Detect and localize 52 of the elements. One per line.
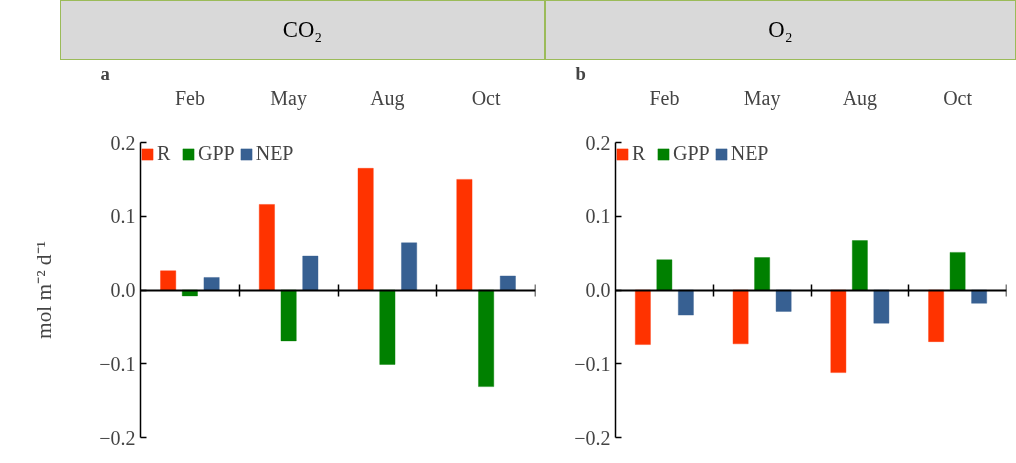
bar bbox=[971, 289, 988, 304]
y-tick-label: −0.1 bbox=[574, 352, 611, 375]
y-tick-label: −0.1 bbox=[99, 352, 136, 375]
bar bbox=[400, 242, 418, 291]
bar bbox=[160, 270, 177, 291]
bar bbox=[851, 240, 868, 291]
x-tick-label: Oct bbox=[471, 86, 502, 109]
y-tick-label: 0.0 bbox=[110, 279, 136, 301]
chart-title: O₂ bbox=[768, 16, 793, 44]
x-tick-label: Oct bbox=[943, 86, 973, 109]
y-axis-title: mol m⁻² d⁻¹ bbox=[32, 241, 57, 339]
bar bbox=[732, 289, 749, 345]
y-tick-label: 0.2 bbox=[110, 131, 136, 154]
y-tick-label: 0.0 bbox=[585, 279, 611, 301]
bar bbox=[379, 289, 396, 365]
y-tick-label: 0.1 bbox=[110, 205, 136, 228]
bar bbox=[928, 289, 945, 343]
bar bbox=[456, 178, 473, 291]
bar bbox=[357, 167, 374, 291]
bar bbox=[949, 251, 966, 291]
bar bbox=[280, 289, 297, 342]
x-tick-label: May bbox=[270, 86, 307, 110]
x-tick-label: Aug bbox=[370, 86, 405, 110]
x-tick-label: Aug bbox=[842, 86, 878, 110]
chart-title: CO₂ bbox=[282, 16, 323, 44]
x-tick-label: May bbox=[743, 86, 781, 110]
bar bbox=[873, 289, 890, 324]
bar bbox=[830, 289, 847, 374]
y-tick-label: −0.2 bbox=[99, 426, 136, 449]
legend-label: GPP bbox=[673, 142, 710, 165]
bar bbox=[203, 276, 220, 291]
bar bbox=[656, 259, 673, 291]
x-tick-label: Feb bbox=[649, 86, 680, 109]
legend-label: NEP bbox=[255, 142, 294, 165]
text: a bbox=[100, 62, 111, 84]
y-tick-label: 0.2 bbox=[585, 131, 611, 154]
bar bbox=[302, 255, 319, 291]
y-tick-label: 0.1 bbox=[585, 205, 611, 228]
legend-label: R bbox=[157, 142, 172, 165]
legend-label: NEP bbox=[730, 142, 769, 165]
bar bbox=[677, 289, 694, 316]
bar bbox=[258, 203, 276, 291]
bar bbox=[499, 275, 516, 291]
x-tick-label: Feb bbox=[174, 86, 205, 109]
y-tick-label: −0.2 bbox=[574, 426, 611, 449]
legend-label: GPP bbox=[198, 142, 235, 165]
bar bbox=[477, 289, 495, 388]
bar bbox=[634, 289, 651, 346]
legend-label: R bbox=[632, 142, 647, 165]
text: b bbox=[575, 62, 586, 84]
bar bbox=[775, 289, 792, 312]
bar bbox=[754, 257, 771, 291]
